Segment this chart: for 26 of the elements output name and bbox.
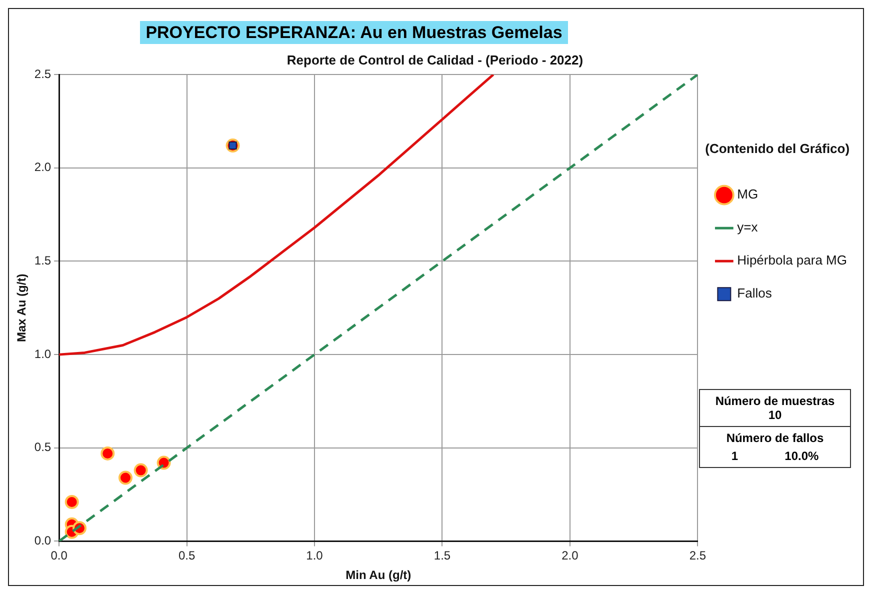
x-tick-label: 1.0: [306, 548, 324, 563]
x-tick-label: 0.0: [50, 548, 68, 563]
chart-title: PROYECTO ESPERANZA: Au en Muestras Gemelas: [140, 21, 568, 44]
y-tick-label: 0.5: [34, 440, 52, 454]
chart-subtitle: Reporte de Control de Calidad - (Periodo - 2022): [286, 52, 584, 68]
text: Número de fallos: [725, 431, 825, 445]
text: Número de muestras: [714, 394, 836, 408]
y-tick-label: 2.0: [34, 160, 52, 174]
legend-label: MG: [737, 186, 758, 202]
y-tick-label: 1.0: [34, 346, 52, 361]
x-tick-label: 2.5: [689, 548, 706, 563]
x-tick-label: 1.5: [434, 548, 451, 563]
y-tick-label: 0.0: [34, 534, 52, 548]
legend-title: (Contenido del Gráfico): [705, 141, 850, 156]
text: 10.0%: [784, 449, 819, 463]
x-axis-title: Min Au (g/t): [346, 568, 412, 582]
legend-label: Hipérbola para MG: [737, 252, 847, 268]
legend-label: y=x: [737, 220, 758, 235]
text: 10: [767, 408, 783, 422]
y-tick-label: 1.5: [34, 254, 52, 268]
legend-label: Fallos: [737, 286, 772, 301]
x-tick-label: 0.5: [178, 548, 196, 563]
y-axis-title: Max Au (g/t): [14, 274, 29, 342]
x-tick-label: 2.0: [562, 548, 579, 563]
text: 1: [731, 449, 738, 463]
y-tick-label: 2.5: [34, 66, 52, 81]
